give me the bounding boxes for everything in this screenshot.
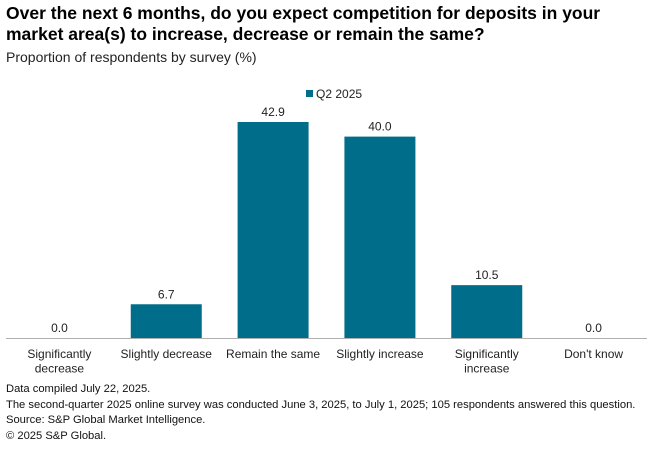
data-label: 10.5: [475, 268, 499, 282]
category-label: Don't know: [564, 347, 623, 361]
footer-survey-note: The second-quarter 2025 online survey wa…: [6, 398, 636, 411]
bar: [344, 136, 416, 338]
bar: [451, 285, 523, 338]
bar-chart: Q2 2025 0.0 Significantly decrease 6.7 Slight…: [6, 87, 647, 376]
category-label: Slightly increase: [336, 347, 424, 361]
footer-compiled-note: Data compiled July 22, 2025.: [6, 383, 151, 395]
footer-source: Source: S&P Global Market Intelligence.: [6, 414, 206, 427]
category-label: Slightly decrease: [121, 347, 213, 361]
legend: Q2 2025: [306, 87, 362, 101]
bar: [237, 122, 309, 338]
data-label: 0.0: [51, 321, 68, 335]
legend-swatch: [306, 90, 313, 97]
category-label: Significantly decrease: [27, 347, 91, 376]
legend-label: Q2 2025: [316, 87, 362, 101]
chart-footer: Data compiled July 22, 2025. The second-…: [6, 382, 635, 444]
data-label: 40.0: [368, 120, 392, 134]
chart-title: Over the next 6 months, do you expect co…: [6, 3, 601, 44]
footer-copyright: © 2025 S&P Global.: [6, 429, 107, 442]
chart-subtitle: Proportion of respondents by survey (%): [6, 49, 257, 65]
bar: [130, 304, 202, 338]
data-label: 0.0: [585, 321, 602, 335]
category-label: Significantly increase: [455, 347, 519, 376]
data-label: 42.9: [261, 105, 285, 119]
data-label: 6.7: [158, 287, 175, 301]
category-label: Remain the same: [226, 347, 320, 361]
